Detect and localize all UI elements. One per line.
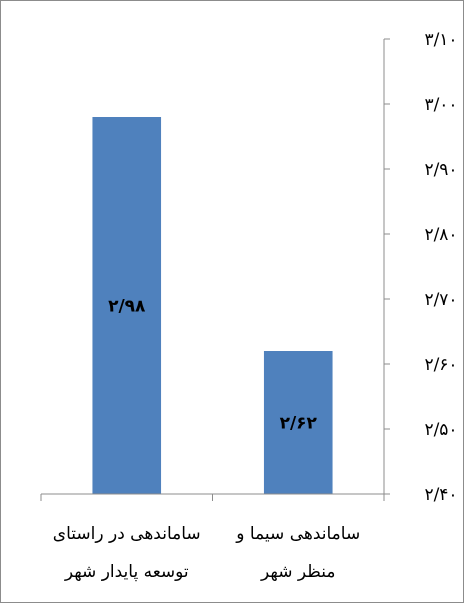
y-tick-label: ۳/۱۰ (424, 30, 457, 50)
bar-data-label: ۲/۹۸ (108, 297, 146, 317)
labels-group: ۲/۹۸ ساماندهی در راستای توسعه پایدار شهر ۲/… (53, 297, 360, 583)
category-label: ساماندهی در راستای (53, 524, 201, 544)
y-tick-label: ۳/۰۰ (424, 95, 457, 115)
category-label: منظر شهر (260, 562, 335, 582)
category-label: توسعه پایدار شهر (64, 562, 189, 582)
x-axis (40, 493, 385, 501)
bar (92, 117, 162, 494)
bar (263, 351, 333, 494)
y-tick-label: ۲/۶۰ (424, 355, 457, 375)
y-tick-label: ۲/۵۰ (424, 420, 457, 440)
category-label: ساماندهی سیما و (235, 524, 360, 544)
y-tick-label: ۲/۷۰ (424, 290, 457, 310)
y-axis: ۳/۱۰ ۳/۰۰ ۲/۹۰ ۲/۸۰ ۲/۷۰ ۲/۶۰ ۲/۵۰ ۲/۴۰ (383, 30, 458, 505)
y-tick-label: ۲/۴۰ (424, 485, 457, 505)
y-tick-label: ۲/۹۰ (424, 160, 457, 180)
bars-group (92, 117, 333, 494)
y-tick-label: ۲/۸۰ (424, 225, 457, 245)
bar-data-label: ۲/۶۲ (280, 414, 318, 434)
